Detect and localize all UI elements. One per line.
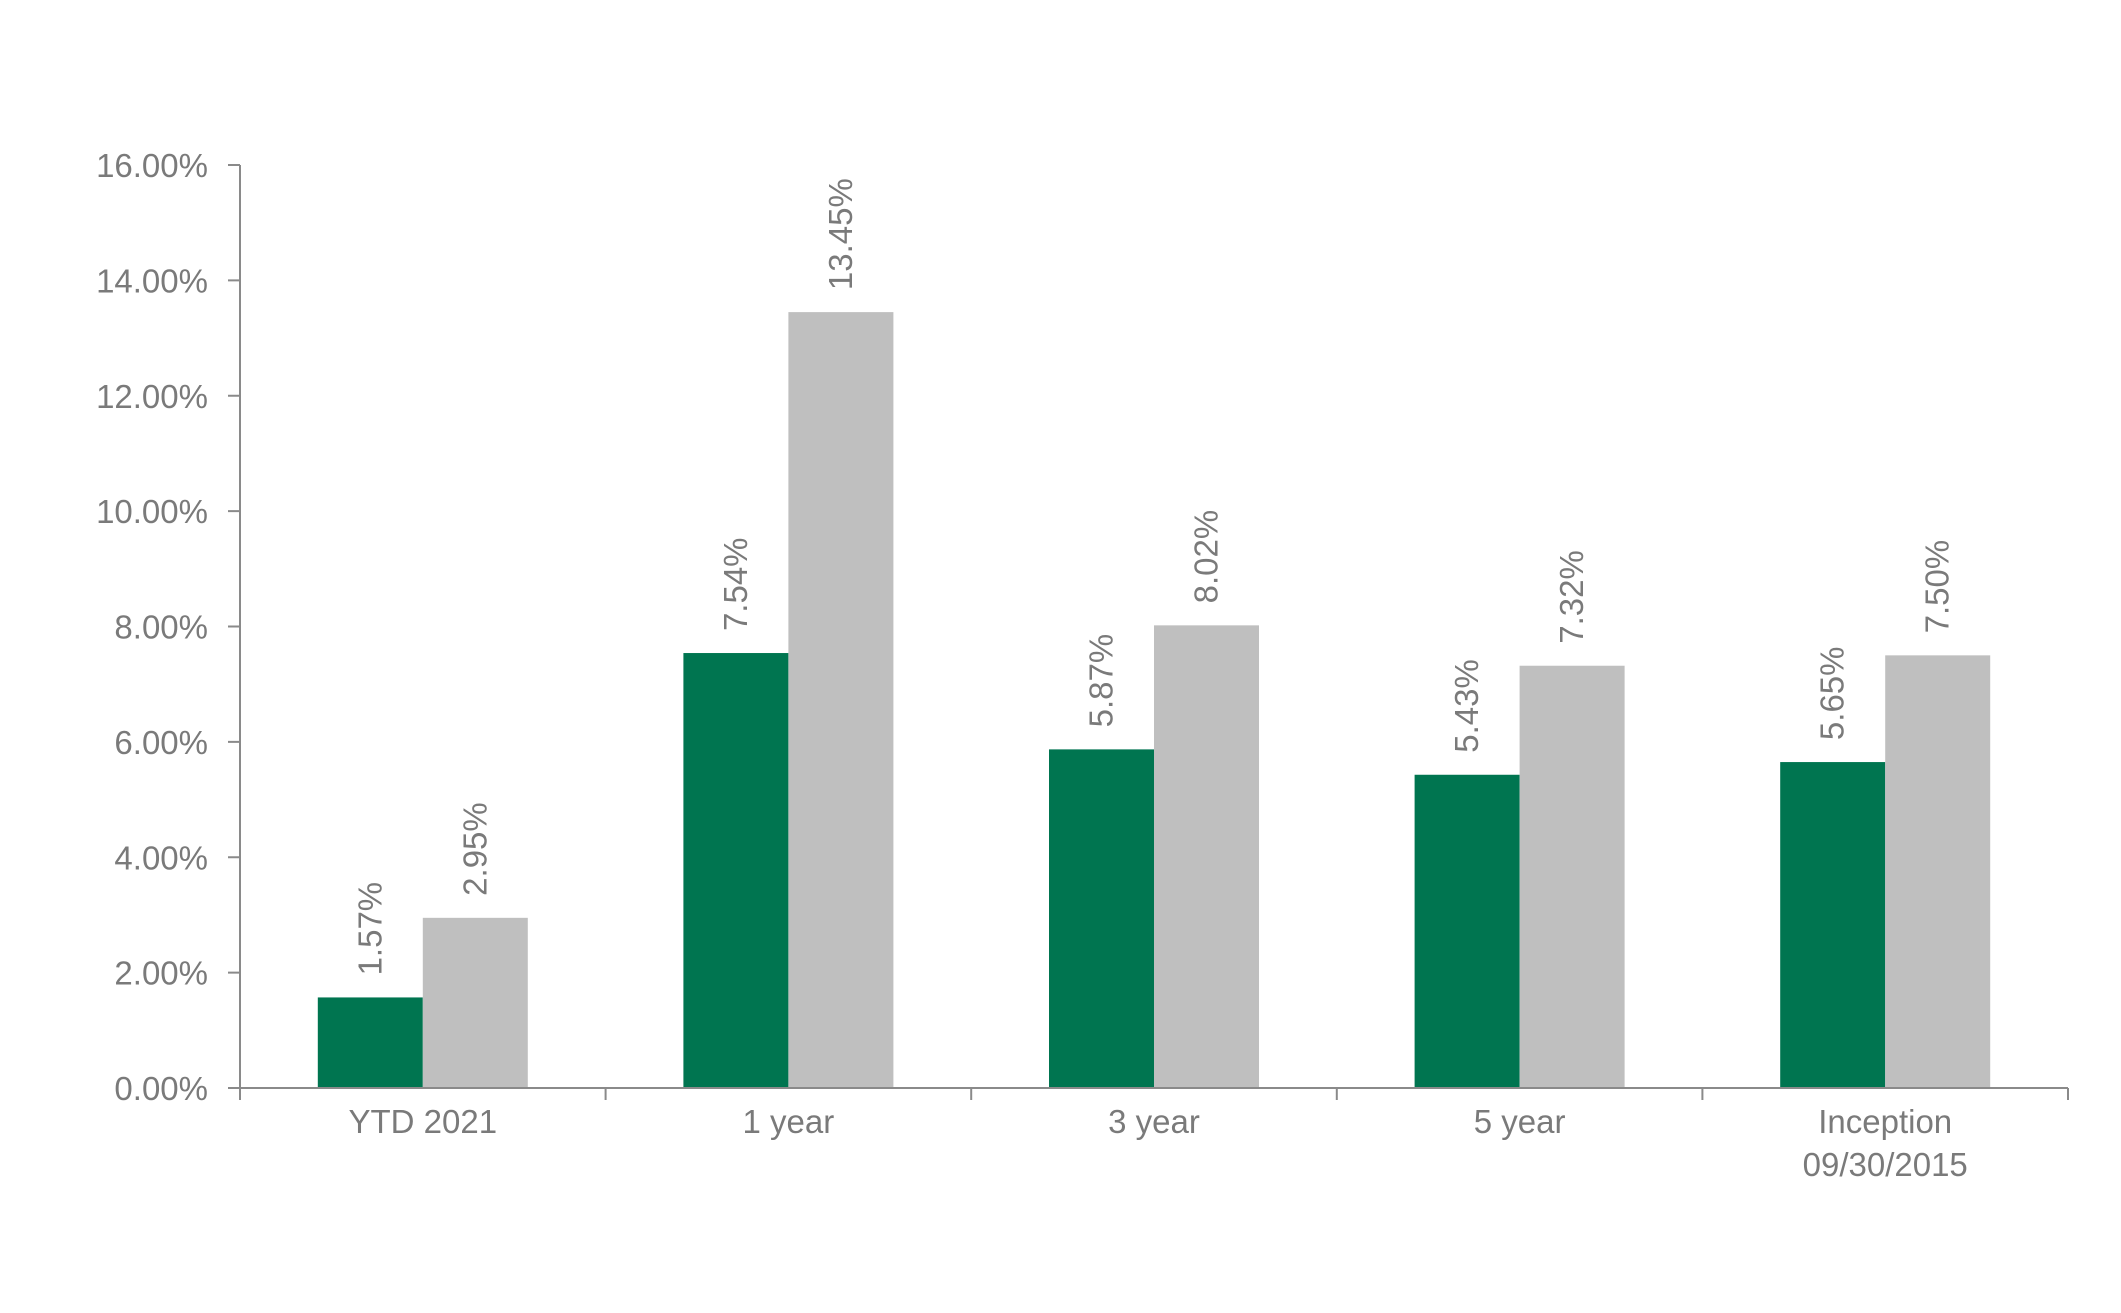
x-axis-ticks: YTD 2021 1 year 3 year 5 year Inception 09/30… bbox=[239, 1088, 2069, 1183]
x-tick-label: 09/30/2015 bbox=[1803, 1146, 1968, 1183]
y-tick-label: 2.00% bbox=[114, 955, 208, 992]
data-label: 2.95% bbox=[456, 802, 493, 896]
bar-series-2 bbox=[1885, 655, 1991, 1088]
bar-series-1 bbox=[317, 997, 423, 1088]
y-tick-label: 4.00% bbox=[114, 839, 208, 876]
x-tick-label: 1 year bbox=[743, 1103, 835, 1140]
data-label: 5.43% bbox=[1448, 659, 1485, 753]
y-tick-label: 8.00% bbox=[114, 609, 208, 646]
y-axis-ticks: 0.00% 2.00% 4.00% 6.00% 8.00% 10.00% 12.00% 14.… bbox=[96, 147, 240, 1107]
bar-series-2 bbox=[1154, 625, 1259, 1088]
bar-series-2 bbox=[422, 917, 528, 1088]
x-tick-label: 5 year bbox=[1474, 1103, 1566, 1140]
data-label: 8.02% bbox=[1188, 510, 1225, 604]
data-label: 5.65% bbox=[1814, 646, 1851, 740]
data-label: 7.54% bbox=[717, 537, 754, 631]
bar-series-1 bbox=[1049, 749, 1154, 1088]
bar-series-2 bbox=[788, 312, 894, 1088]
y-tick-label: 6.00% bbox=[114, 724, 208, 761]
data-label: 13.45% bbox=[822, 178, 859, 290]
y-tick-label: 14.00% bbox=[96, 262, 208, 299]
x-tick-label: YTD 2021 bbox=[349, 1103, 498, 1140]
x-tick-label: Inception bbox=[1818, 1103, 1952, 1140]
data-label: 7.32% bbox=[1553, 550, 1590, 644]
bar-series-1 bbox=[1780, 762, 1886, 1088]
x-tick-label: 3 year bbox=[1108, 1103, 1200, 1140]
data-label: 7.50% bbox=[1919, 540, 1956, 634]
bar-series-2 bbox=[1519, 665, 1625, 1088]
y-tick-label: 16.00% bbox=[96, 147, 208, 184]
bar-series-1 bbox=[1414, 774, 1520, 1088]
bar-series-1 bbox=[683, 653, 789, 1088]
bars bbox=[317, 312, 1991, 1088]
data-labels: 1.57% 2.95% 7.54% 13.45% 5.87% 8.02% 5.43% 7.32… bbox=[351, 178, 1955, 975]
data-label: 1.57% bbox=[351, 882, 388, 976]
y-tick-label: 10.00% bbox=[96, 493, 208, 530]
y-tick-label: 12.00% bbox=[96, 378, 208, 415]
y-tick-label: 0.00% bbox=[114, 1070, 208, 1107]
data-label: 5.87% bbox=[1083, 634, 1120, 728]
axes bbox=[239, 165, 2068, 1089]
